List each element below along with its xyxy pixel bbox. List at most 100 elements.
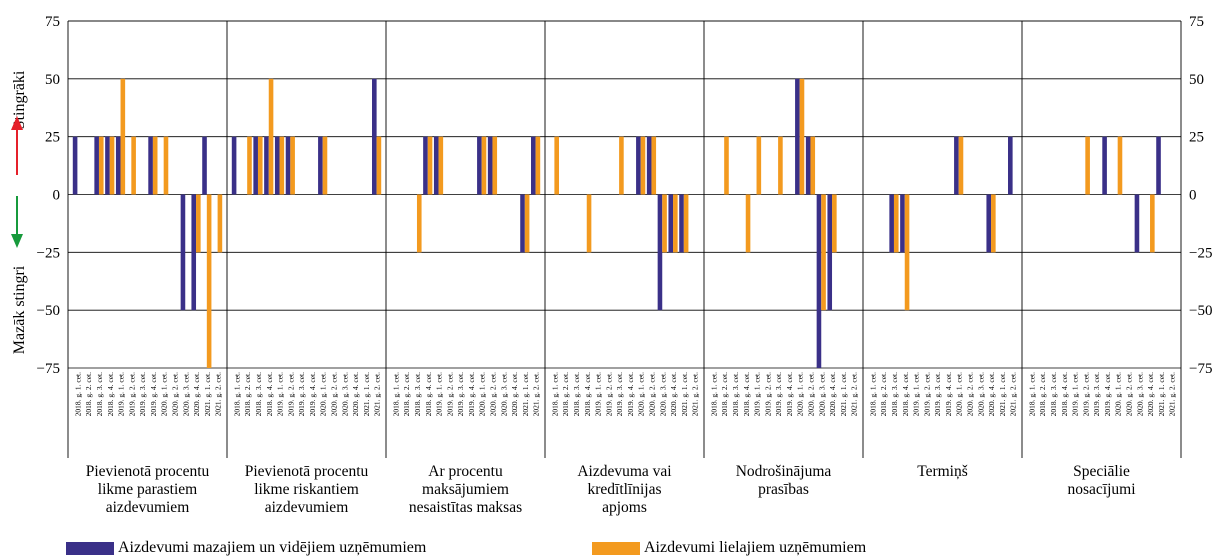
x-tick-label: 2020. g. 4. cet.	[669, 372, 678, 416]
bar-large	[778, 136, 783, 195]
panel-label: aizdevumiem	[265, 499, 349, 516]
bar-large	[619, 136, 624, 195]
bar-sme	[827, 194, 833, 311]
x-tick-label: 2019. g. 4. cet.	[308, 372, 317, 416]
legend-label-sme: Aizdevumi mazajiem un vidējiem uzņēmumie…	[118, 539, 427, 556]
x-tick-label: 2019. g. 3. cet.	[138, 372, 147, 416]
bar-sme	[1008, 136, 1013, 195]
x-tick-label: 2018. g. 1. cet.	[550, 372, 559, 416]
x-tick-label: 2020. g. 4. cet.	[510, 372, 519, 416]
bar-large	[257, 136, 263, 195]
x-tick-label: 2020. g. 3. cet.	[181, 372, 190, 416]
panel-label: Pievienotā procentu	[245, 463, 369, 480]
x-tick-label: 2018. g. 2. cet.	[1038, 372, 1047, 416]
legend-swatch-sme	[66, 541, 114, 555]
y-tick-label-right: 25	[1189, 130, 1204, 146]
y-tick-label-left: 25	[45, 130, 60, 146]
bar-large	[586, 194, 592, 253]
x-tick-label: 2019. g. 4. cet.	[944, 372, 953, 416]
bar-sme	[148, 136, 153, 195]
bar-sme	[423, 136, 428, 195]
panel-label: nosacījumi	[1067, 481, 1136, 498]
y-tick-label-left: −25	[37, 245, 60, 261]
bar-sme	[487, 136, 493, 195]
bar-sme	[274, 136, 280, 195]
x-tick-label: 2021. g. 2. cet.	[1009, 372, 1018, 416]
panel-label: Termiņš	[917, 463, 968, 480]
x-tick-label: 2019. g. 1. cet.	[276, 372, 285, 416]
bar-large	[217, 194, 223, 253]
x-tick-label: 2018. g. 4. cet.	[583, 372, 592, 416]
x-tick-label: 2018. g. 2. cet.	[243, 372, 252, 416]
panel-label: likme riskantiem	[254, 481, 359, 498]
x-tick-label: 2020. g. 1. cet.	[1114, 372, 1123, 416]
legend-item-large: Aizdevumi lielajiem uzņēmumiem	[592, 539, 866, 556]
x-tick-label: 2018. g. 1. cet.	[868, 372, 877, 416]
bar-large	[427, 136, 433, 195]
legend-swatch-large	[592, 541, 640, 555]
bar-large	[120, 78, 126, 195]
bar-large	[554, 136, 559, 195]
bar-sme	[816, 194, 822, 368]
x-tick-label: 2019. g. 4. cet.	[149, 372, 158, 416]
bar-large	[810, 136, 816, 195]
x-tick-label: 2019. g. 3. cet.	[456, 372, 465, 416]
x-tick-label: 2020. g. 4. cet.	[828, 372, 837, 416]
bar-sme	[531, 136, 536, 195]
x-tick-label: 2020. g. 3. cet.	[658, 372, 667, 416]
bar-sme	[253, 136, 258, 195]
bar-sme	[202, 136, 207, 195]
x-tick-label: 2018. g. 2. cet.	[720, 372, 729, 416]
x-tick-label: 2021. g. 1. cet.	[203, 372, 212, 416]
x-tick-label: 2021. g. 1. cet.	[1157, 372, 1166, 416]
y-tick-label-right: −25	[1189, 245, 1212, 261]
bar-sme	[264, 136, 269, 195]
panel-label: kredītlīnijas	[587, 481, 661, 498]
x-tick-label: 2021. g. 2. cet.	[373, 372, 382, 416]
x-tick-label: 2018. g. 3. cet.	[254, 372, 263, 416]
bar-large	[196, 194, 201, 253]
x-tick-label: 2018. g. 4. cet.	[1060, 372, 1069, 416]
x-tick-label: 2019. g. 1. cet.	[912, 372, 921, 416]
bar-sme	[1156, 136, 1161, 195]
bar-large	[438, 136, 444, 195]
bar-sme	[1134, 194, 1140, 253]
x-tick-label: 2019. g. 2. cet.	[445, 372, 454, 416]
bar-sme	[105, 136, 110, 195]
bar-sme	[520, 194, 525, 253]
x-tick-label: 2019. g. 2. cet.	[127, 372, 136, 416]
bar-sme	[646, 136, 652, 195]
bar-large	[131, 136, 136, 195]
x-tick-label: 2021. g. 2. cet.	[214, 372, 223, 416]
x-tick-label: 2021. g. 2. cet.	[1168, 372, 1177, 416]
bar-large	[109, 136, 115, 195]
x-tick-label: 2021. g. 2. cet.	[691, 372, 700, 416]
bar-sme	[94, 136, 99, 195]
x-tick-label: 2018. g. 2. cet.	[402, 372, 411, 416]
x-tick-label: 2020. g. 1. cet.	[955, 372, 964, 416]
x-tick-label: 2018. g. 1. cet.	[1027, 372, 1036, 416]
x-tick-label: 2021. g. 1. cet.	[998, 372, 1007, 416]
y-tick-label-left: −50	[37, 303, 60, 319]
y-label-bottom: Mazāk stingri	[11, 265, 28, 354]
x-tick-label: 2019. g. 2. cet.	[922, 372, 931, 416]
x-tick-label: 2018. g. 3. cet.	[1049, 372, 1058, 416]
bar-large	[524, 194, 530, 253]
arrow-down-icon	[11, 234, 23, 248]
x-tick-label: 2020. g. 2. cet.	[488, 372, 497, 416]
bar-large	[799, 78, 805, 195]
y-tick-label-left: 0	[53, 188, 61, 204]
x-tick-label: 2020. g. 4. cet.	[351, 372, 360, 416]
x-tick-label: 2020. g. 2. cet.	[806, 372, 815, 416]
x-tick-label: 2020. g. 2. cet.	[1124, 372, 1133, 416]
bar-large	[683, 194, 689, 253]
x-tick-label: 2018. g. 1. cet.	[391, 372, 400, 416]
x-tick-label: 2018. g. 1. cet.	[73, 372, 82, 416]
x-tick-label: 2018. g. 4. cet.	[901, 372, 910, 416]
bar-large	[893, 194, 899, 253]
bar-sme	[372, 78, 377, 195]
bar-sme	[180, 194, 186, 311]
panel-label: aizdevumiem	[106, 499, 190, 516]
bar-sme	[636, 136, 641, 195]
x-tick-label: 2018. g. 2. cet.	[84, 372, 93, 416]
